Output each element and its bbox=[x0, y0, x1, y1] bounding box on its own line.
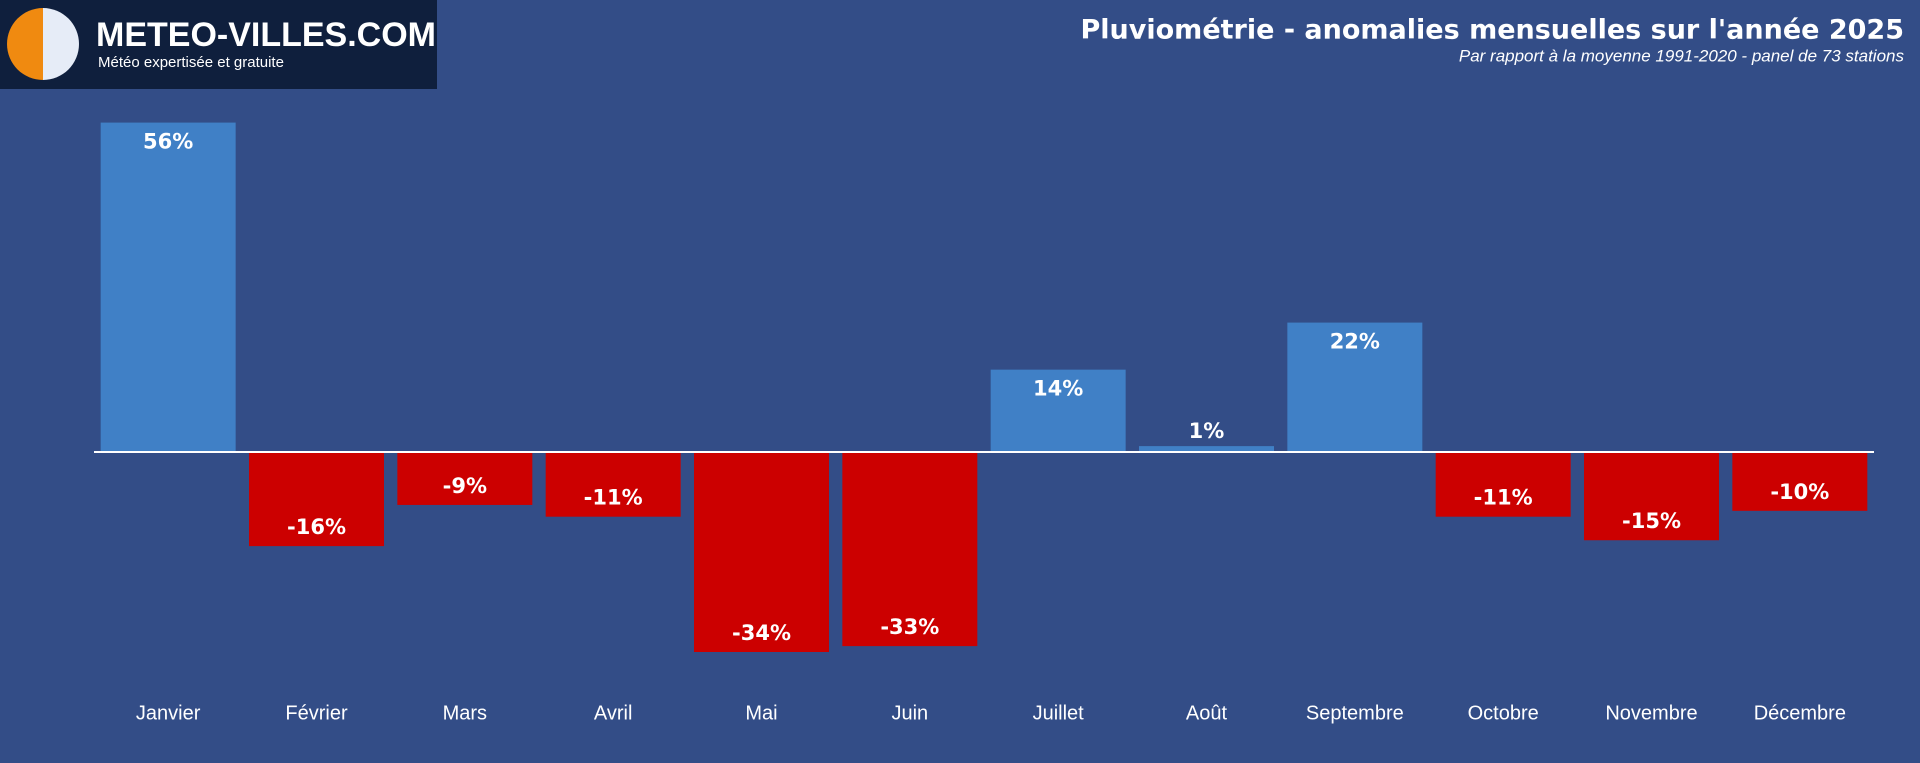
logo: METEO-VILLES.COM Météo expertisée et gra… bbox=[0, 0, 437, 89]
value-label: -11% bbox=[584, 486, 643, 510]
logo-name: METEO-VILLES.COM bbox=[96, 16, 436, 54]
value-label: 56% bbox=[143, 130, 193, 154]
bar bbox=[1584, 452, 1719, 541]
logo-icon-left bbox=[7, 8, 43, 80]
value-label: -10% bbox=[1770, 480, 1829, 504]
x-tick-label: Octobre bbox=[1468, 702, 1539, 724]
x-tick-label: Avril bbox=[594, 702, 633, 724]
logo-tagline: Météo expertisée et gratuite bbox=[98, 54, 284, 71]
x-tick-label: Novembre bbox=[1605, 702, 1697, 724]
bar bbox=[1435, 452, 1571, 517]
value-label: -33% bbox=[880, 615, 939, 639]
value-label: -9% bbox=[443, 474, 487, 498]
bar bbox=[694, 452, 829, 652]
x-tick-label: Mars bbox=[443, 702, 487, 724]
x-tick-label: Janvier bbox=[136, 702, 201, 724]
x-tick-label: Février bbox=[285, 702, 348, 724]
value-label: 1% bbox=[1189, 419, 1225, 443]
bar bbox=[1732, 452, 1868, 511]
value-label: -16% bbox=[287, 515, 346, 539]
bar bbox=[842, 452, 978, 647]
bar bbox=[249, 452, 384, 547]
bar bbox=[990, 369, 1126, 452]
bar bbox=[545, 452, 681, 517]
chart-subtitle: Par rapport à la moyenne 1991-2020 - pan… bbox=[1459, 46, 1905, 65]
bar bbox=[1139, 446, 1274, 452]
bar bbox=[1287, 322, 1423, 452]
value-label: -34% bbox=[732, 621, 791, 645]
bar bbox=[397, 452, 533, 505]
x-tick-label: Août bbox=[1186, 702, 1228, 724]
chart-title: Pluviométrie - anomalies mensuelles sur … bbox=[1081, 15, 1904, 46]
x-tick-label: Mai bbox=[745, 702, 777, 724]
value-label: -11% bbox=[1474, 486, 1533, 510]
x-tick-label: Septembre bbox=[1306, 702, 1404, 724]
value-label: 22% bbox=[1330, 330, 1380, 354]
x-tick-label: Décembre bbox=[1754, 702, 1846, 724]
logo-icon-right bbox=[43, 8, 79, 80]
x-tick-label: Juillet bbox=[1033, 702, 1085, 724]
value-label: 14% bbox=[1033, 377, 1083, 401]
value-label: -15% bbox=[1622, 509, 1681, 533]
bar bbox=[100, 122, 236, 453]
x-tick-label: Juin bbox=[891, 702, 928, 724]
